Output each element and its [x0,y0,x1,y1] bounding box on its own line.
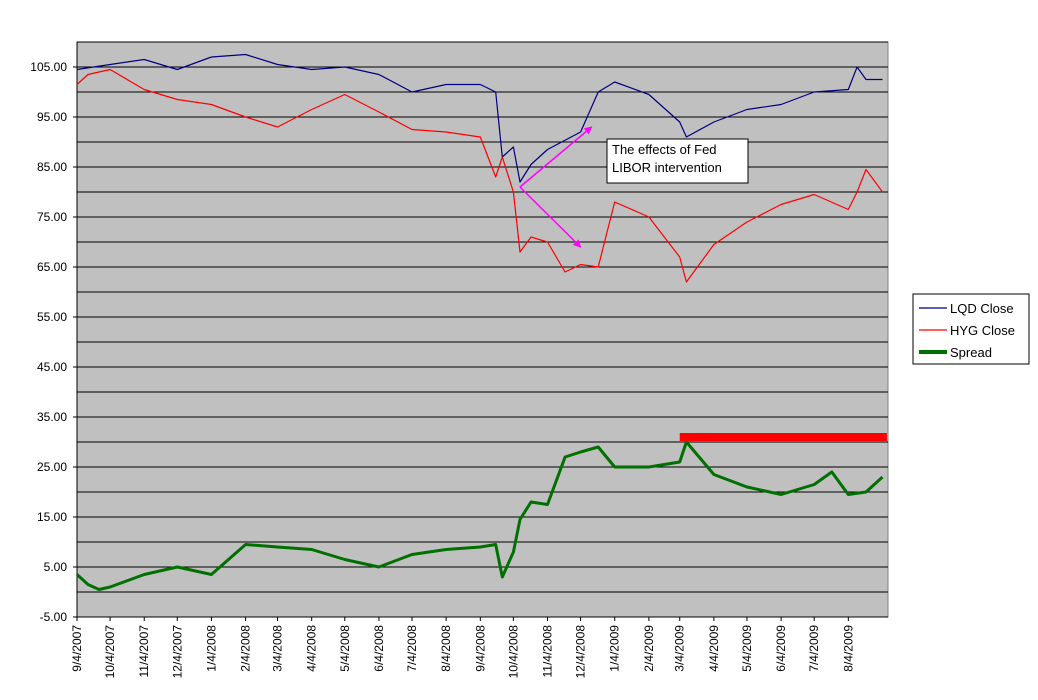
y-tick-label: 85.00 [37,160,67,174]
x-tick-label: 11/4/2007 [137,625,151,678]
plot-background [76,41,889,618]
y-tick-label: -5.00 [40,610,68,624]
y-tick-label: 105.00 [30,60,67,74]
lqd-close-line [76,53,883,183]
x-tick-label: 1/4/2009 [608,625,622,672]
x-tick-label: 2/4/2008 [239,625,253,672]
x-tick-label: 7/4/2009 [807,625,821,672]
spread-line [75,440,884,591]
annotation-text: The effects of Fed [612,142,717,157]
y-tick-label: 15.00 [37,510,67,524]
x-tick-label: 12/4/2008 [574,625,588,679]
annotation-arrow [519,186,582,248]
x-tick-label: 8/4/2008 [439,625,453,672]
gridlines [77,41,888,593]
x-tick-label: 5/4/2009 [740,625,754,672]
series-layer [75,53,884,591]
annotation-box [606,138,749,184]
y-tick-label: 65.00 [37,260,67,274]
y-tick-label: 25.00 [37,460,67,474]
legend-label: Spread [950,345,992,360]
legend: LQD Close HYG Close Spread [912,293,1030,365]
y-tick-label: 35.00 [37,410,67,424]
x-tick-label: 5/4/2008 [338,625,352,672]
x-tick-label: 11/4/2008 [541,625,555,678]
x-tick-label: 10/4/2008 [506,625,520,679]
x-tick-label: 12/4/2007 [170,625,184,679]
x-tick-label: 3/4/2008 [271,625,285,672]
x-tick-label: 4/4/2008 [305,625,319,672]
x-tick-label: 9/4/2007 [70,625,84,672]
x-tick-label: 1/4/2008 [204,625,218,672]
y-axis: -5.00 5.00 15.00 25.00 35.00 45.00 55.00 65.00 7… [30,42,78,624]
x-tick-label: 3/4/2009 [673,625,687,672]
annotation-text: LIBOR intervention [612,160,722,175]
y-tick-label: 75.00 [37,210,67,224]
annotation-layer: The effects of Fed LIBOR intervention [519,126,749,248]
plot-area: -5.00 5.00 15.00 25.00 35.00 45.00 55.00 65.00 7… [30,41,889,679]
y-tick-label: 5.00 [44,560,68,574]
x-tick-label: 6/4/2009 [774,625,788,672]
y-tick-label: 95.00 [37,110,67,124]
legend-label: HYG Close [950,323,1015,338]
y-tick-label: 55.00 [37,310,67,324]
x-tick-label: 7/4/2008 [405,625,419,672]
y-tick-label: 45.00 [37,360,67,374]
x-tick-label: 2/4/2009 [642,625,656,672]
hyg-close-line [76,68,883,283]
x-axis: 9/4/2007 10/4/2007 11/4/2007 12/4/2007 1/4/2… [70,616,888,679]
legend-label: LQD Close [950,301,1014,316]
annotation-arrow [519,126,593,188]
x-tick-label: 10/4/2007 [103,625,117,679]
x-tick-label: 9/4/2008 [473,625,487,672]
x-tick-label: 8/4/2009 [841,625,855,672]
x-tick-label: 4/4/2009 [707,625,721,672]
x-tick-label: 6/4/2008 [372,625,386,672]
